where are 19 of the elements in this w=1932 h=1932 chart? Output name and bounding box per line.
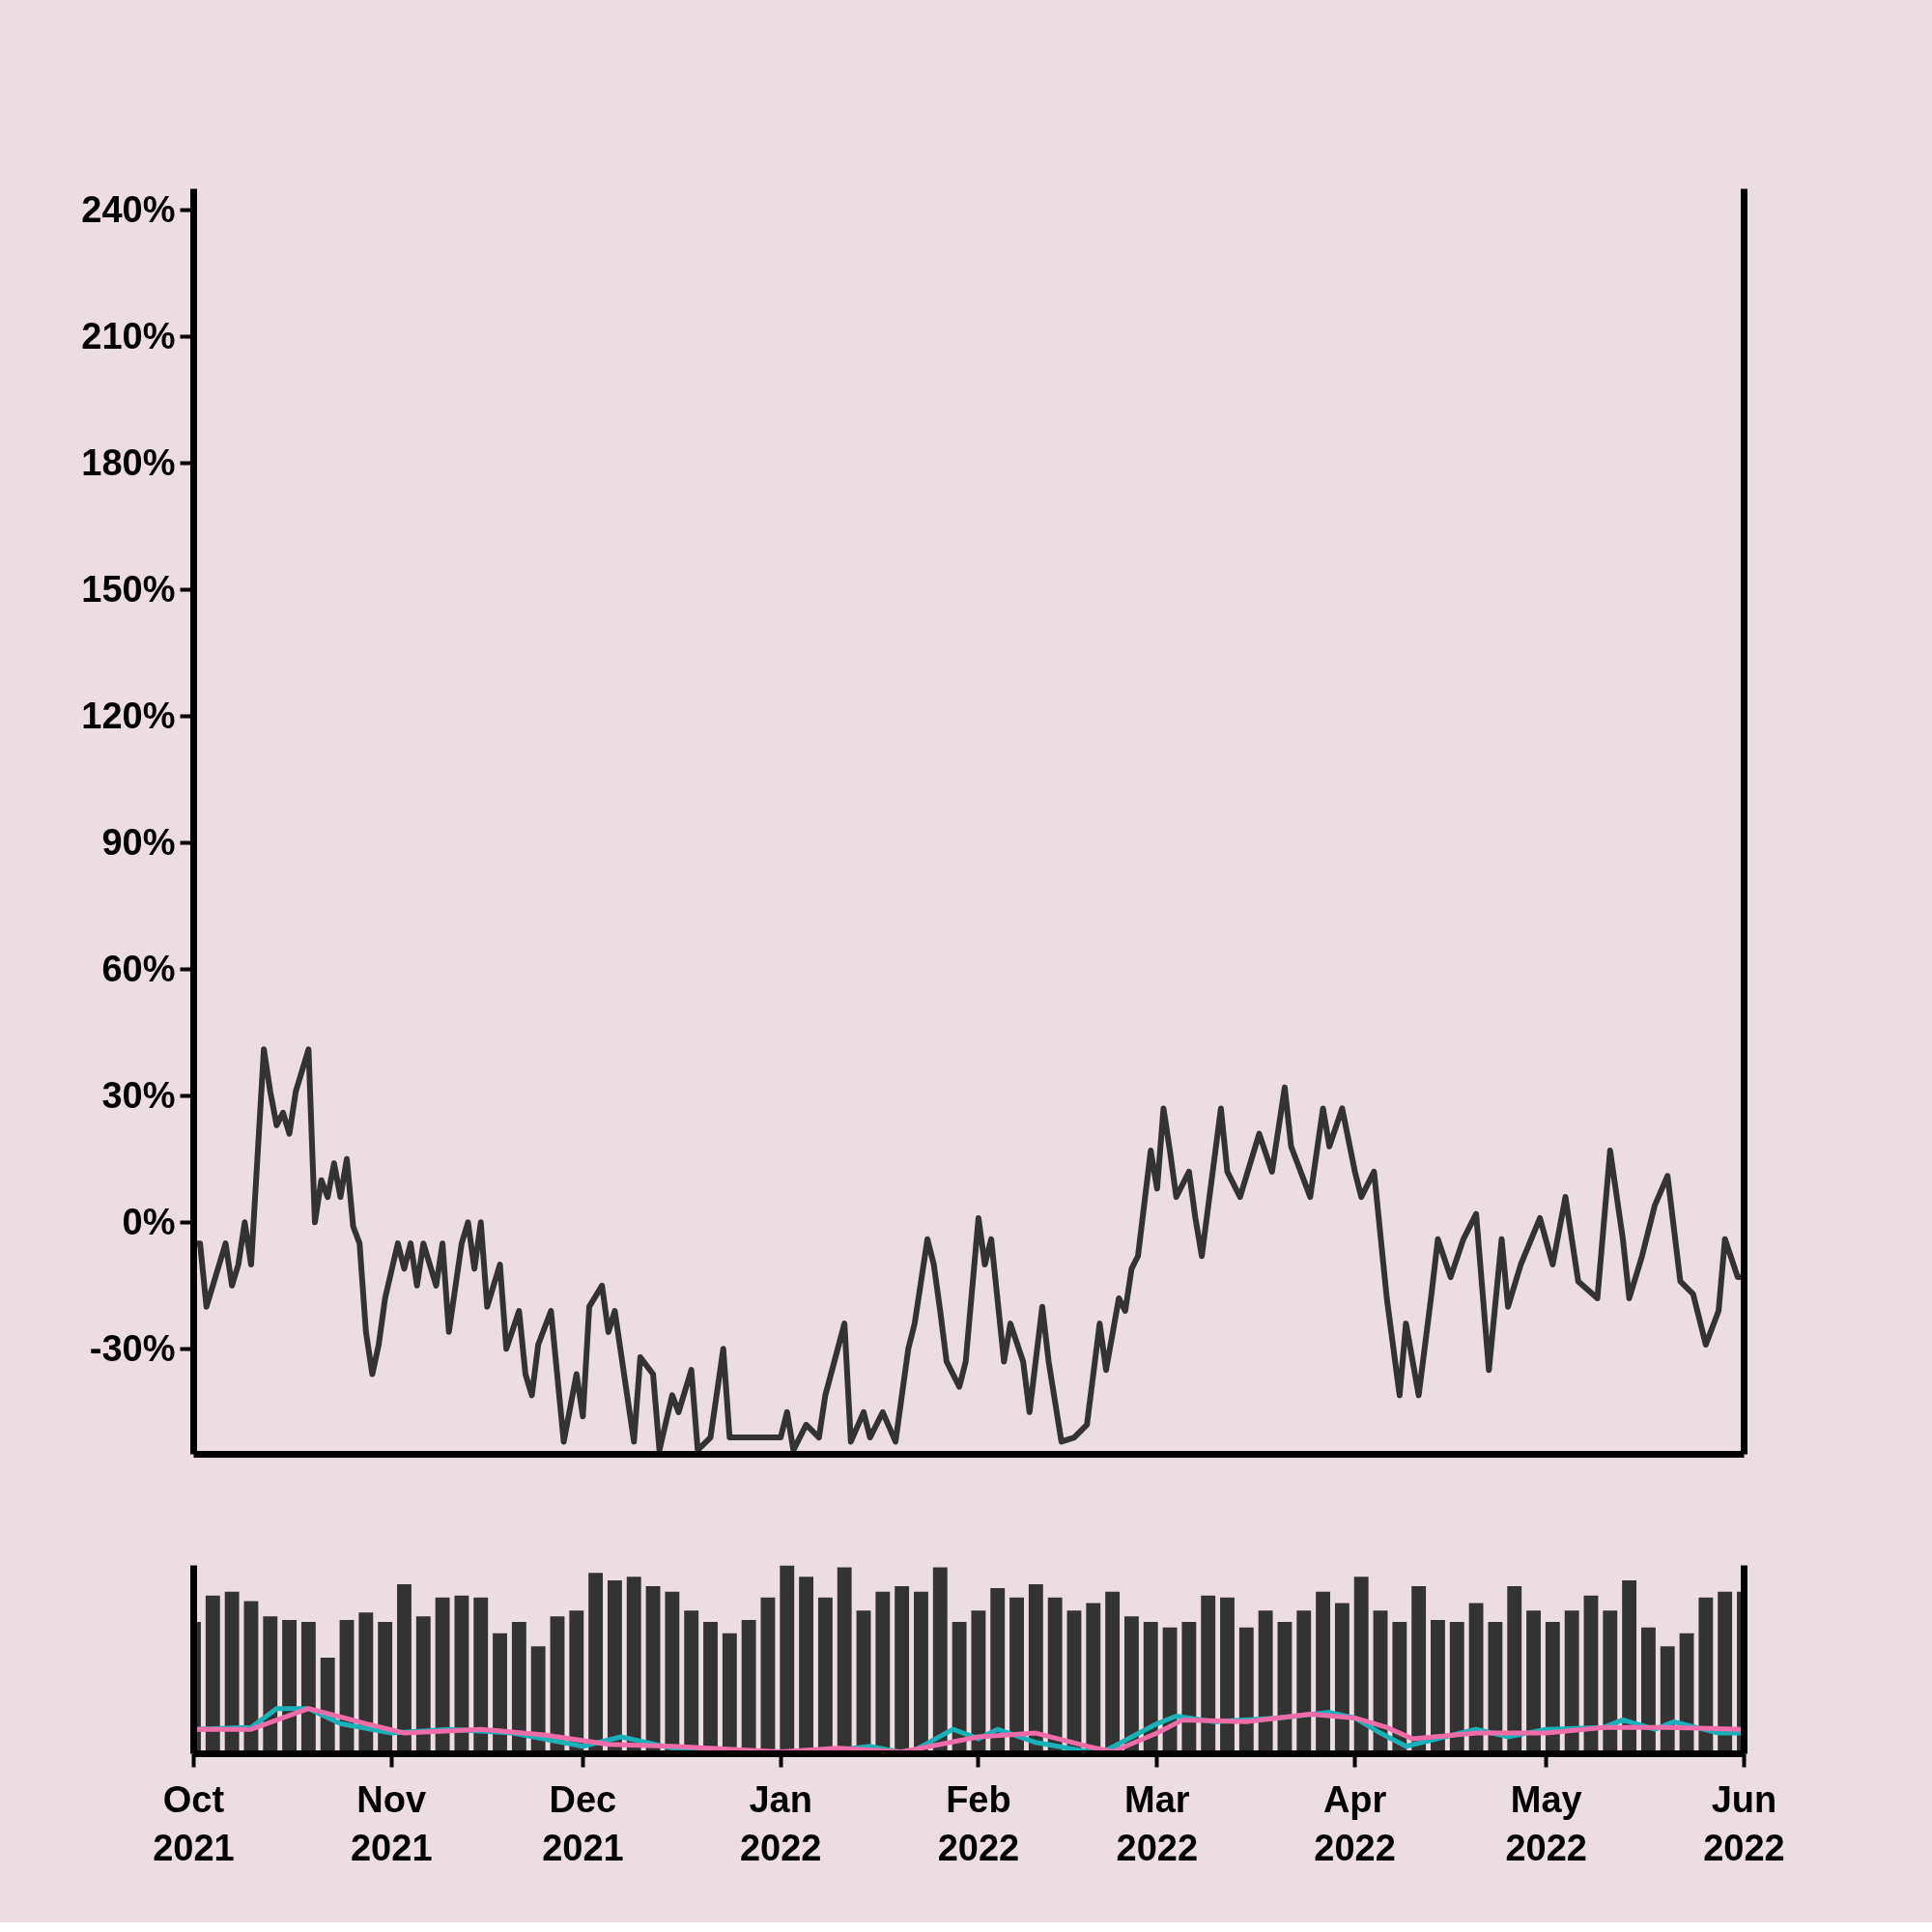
y-tick-label: 240% <box>81 189 176 231</box>
x-tick-label: Apr 2022 <box>1314 1778 1396 1868</box>
y-tick-label: 60% <box>101 949 176 990</box>
x-tick-label: Jan 2022 <box>739 1778 822 1868</box>
x-tick-label: May 2022 <box>1505 1778 1588 1868</box>
y-tick-label: 150% <box>81 569 176 611</box>
y-tick-label: 0% <box>122 1202 176 1243</box>
y-tick-label: 30% <box>101 1075 176 1117</box>
x-tick-label: Nov 2021 <box>350 1778 433 1868</box>
y-tick-label: 210% <box>81 316 176 357</box>
y-tick-label: -30% <box>89 1328 176 1370</box>
x-tick-label: Oct 2021 <box>153 1778 235 1868</box>
y-tick-label: 180% <box>81 442 176 484</box>
y-tick-label: 120% <box>81 696 176 737</box>
x-tick-label: Mar 2022 <box>1116 1778 1199 1868</box>
x-tick-label: Feb 2022 <box>937 1778 1020 1868</box>
y-tick-label: 90% <box>101 822 176 864</box>
x-tick-label: Jun 2022 <box>1703 1778 1785 1868</box>
x-tick-label: Dec 2021 <box>542 1778 624 1868</box>
